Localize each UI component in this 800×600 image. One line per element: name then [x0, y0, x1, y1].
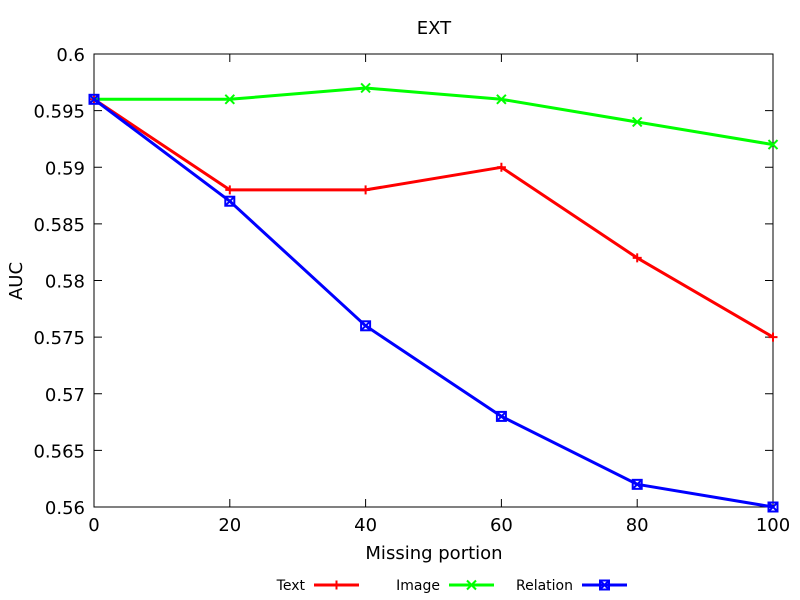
data-point-text: [632, 253, 642, 263]
x-axis: 0 20 40 60 80 100: [88, 54, 790, 536]
x-tick-label: 100: [756, 515, 790, 536]
data-point-relation: [224, 195, 236, 207]
legend-item-relation: Relation: [516, 578, 627, 594]
series-image: [88, 82, 779, 150]
legend-marker: [332, 580, 341, 590]
chart-title: EXT: [417, 18, 452, 39]
x-tick-label: 0: [88, 515, 99, 536]
y-tick-label: 0.6: [56, 45, 85, 66]
series-relation: [88, 93, 779, 513]
x-tick-label: 40: [354, 515, 377, 536]
data-point-text: [361, 185, 371, 195]
legend-label: Relation: [516, 578, 573, 594]
x-axis-title: Missing portion: [365, 543, 502, 564]
data-point-image: [360, 82, 371, 94]
y-tick-label: 0.575: [33, 328, 85, 349]
series-relation-line: [93, 98, 774, 509]
y-tick-label: 0.56: [45, 498, 85, 519]
legend-item-text: Text: [276, 578, 359, 594]
legend-label: Image: [396, 578, 440, 594]
data-point-relation: [88, 93, 100, 105]
series-image-line: [94, 86, 774, 147]
y-axis: 0.56 0.565 0.57 0.575 0.58 0.585 0.59 0.595 0.6: [33, 45, 773, 519]
y-axis-title: AUC: [6, 262, 27, 300]
y-tick-label: 0.58: [45, 272, 85, 293]
x-tick-label: 20: [218, 515, 241, 536]
y-tick-label: 0.585: [33, 215, 85, 236]
data-point-relation: [767, 501, 779, 513]
y-tick-label: 0.57: [45, 385, 85, 406]
legend-marker: [466, 579, 477, 591]
data-point-image: [631, 116, 643, 128]
series-text-line: [93, 98, 774, 339]
x-tick-label: 80: [626, 515, 649, 536]
x-tick-label: 60: [490, 515, 513, 536]
data-point-image: [767, 139, 779, 150]
legend: Text Image Relation: [276, 578, 627, 594]
legend-marker: [599, 579, 610, 591]
data-point-image: [496, 94, 507, 105]
data-point-text: [496, 162, 506, 172]
series-text: [89, 94, 778, 342]
series-layer: [88, 82, 779, 513]
data-point-image: [224, 94, 236, 105]
data-point-relation: [631, 478, 643, 490]
legend-label: Text: [276, 578, 306, 594]
y-tick-label: 0.59: [45, 158, 85, 179]
y-tick-label: 0.595: [33, 102, 85, 123]
data-point-relation: [495, 410, 507, 422]
data-point-relation: [360, 320, 372, 332]
data-point-text: [768, 332, 778, 342]
plot-frame: [93, 53, 774, 508]
legend-item-image: Image: [396, 578, 494, 594]
y-tick-label: 0.565: [33, 441, 85, 462]
data-point-text: [225, 185, 235, 195]
